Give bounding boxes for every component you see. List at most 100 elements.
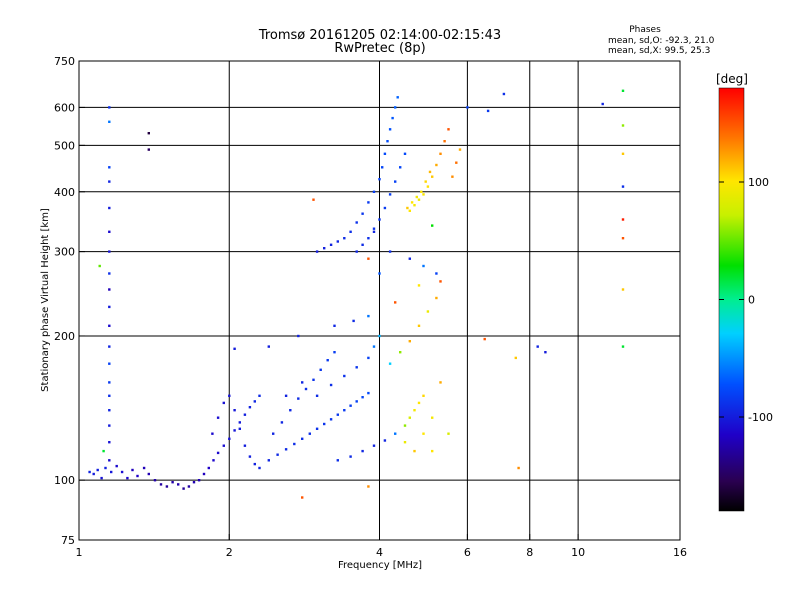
data-point xyxy=(410,201,414,204)
data-point xyxy=(399,351,402,354)
data-point xyxy=(372,444,376,447)
data-point xyxy=(439,152,442,155)
data-point xyxy=(238,421,241,424)
data-point xyxy=(297,334,300,338)
data-point xyxy=(253,462,256,466)
data-point xyxy=(326,359,329,362)
data-point xyxy=(233,409,236,412)
data-point xyxy=(301,381,304,384)
data-point xyxy=(284,394,288,397)
data-point xyxy=(388,128,392,131)
data-point xyxy=(424,180,427,183)
data-point xyxy=(352,319,355,323)
data-point xyxy=(108,305,111,309)
data-point xyxy=(367,485,370,488)
data-point xyxy=(171,481,174,484)
data-point xyxy=(102,449,105,453)
data-point xyxy=(431,224,434,227)
data-point xyxy=(394,180,397,183)
data-point xyxy=(108,206,111,210)
data-point xyxy=(92,472,95,476)
data-point xyxy=(336,459,339,462)
x-axis-label: Frequency [MHz] xyxy=(338,560,422,571)
y-tick-label: 600 xyxy=(54,101,75,114)
data-point xyxy=(108,381,111,384)
data-point xyxy=(258,466,261,470)
data-point xyxy=(428,170,432,174)
data-point xyxy=(315,250,319,253)
data-point xyxy=(439,381,442,384)
data-point xyxy=(383,206,387,210)
data-point xyxy=(336,240,339,243)
data-point xyxy=(349,230,352,233)
data-point xyxy=(136,474,139,478)
data-point xyxy=(408,340,411,343)
data-point xyxy=(458,148,462,151)
data-point xyxy=(276,453,279,456)
data-point xyxy=(408,416,411,419)
data-point xyxy=(431,449,434,453)
y-tick-label: 100 xyxy=(54,474,75,487)
data-point xyxy=(621,237,625,240)
stats-x-mode: mean, sd,X: 99.5, 25.3 xyxy=(608,46,710,56)
data-point xyxy=(413,204,416,207)
data-point xyxy=(367,356,370,360)
data-point xyxy=(413,449,416,453)
stats-o-mode: mean, sd,O: -92.3, 21.0 xyxy=(608,36,715,46)
data-point xyxy=(108,394,111,397)
data-point xyxy=(267,459,270,462)
data-point xyxy=(422,193,425,196)
data-point xyxy=(403,441,407,444)
x-tick-label: 10 xyxy=(571,546,585,559)
data-point xyxy=(406,206,409,210)
data-point xyxy=(312,198,315,201)
data-point xyxy=(108,345,111,348)
data-point xyxy=(243,413,247,416)
data-point xyxy=(108,106,111,109)
data-point xyxy=(422,432,425,435)
y-tick-label: 200 xyxy=(54,330,75,343)
data-point xyxy=(216,416,220,419)
data-point xyxy=(108,424,111,427)
data-point xyxy=(142,466,146,470)
data-point xyxy=(381,166,384,169)
data-point xyxy=(280,421,284,424)
data-point xyxy=(367,314,370,318)
data-point xyxy=(329,418,333,421)
data-point xyxy=(378,218,381,221)
data-point xyxy=(355,221,358,224)
data-point xyxy=(396,96,399,99)
data-point xyxy=(367,237,370,240)
y-tick-label: 400 xyxy=(54,186,75,199)
y-tick-label: 75 xyxy=(61,534,75,547)
data-point xyxy=(422,394,425,397)
data-point xyxy=(301,496,304,499)
data-point xyxy=(197,479,201,482)
data-point xyxy=(422,264,425,268)
data-point xyxy=(228,437,231,440)
data-point xyxy=(248,406,252,409)
data-point xyxy=(439,280,442,283)
data-point xyxy=(417,284,421,287)
x-tick-label: 2 xyxy=(226,546,233,559)
chart-title: Tromsø 20161205 02:14:00-02:15:43 xyxy=(258,28,501,43)
data-point xyxy=(349,404,352,407)
data-point xyxy=(120,470,124,474)
data-point xyxy=(248,455,252,458)
data-point xyxy=(621,124,625,127)
data-point xyxy=(88,470,91,474)
data-point xyxy=(315,394,319,397)
chart-subtitle: RwPretec (8p) xyxy=(334,41,425,56)
data-point xyxy=(621,185,625,188)
data-point xyxy=(319,368,322,371)
data-point xyxy=(108,362,111,365)
data-point xyxy=(388,250,392,253)
data-point xyxy=(238,427,241,430)
data-point xyxy=(108,324,111,327)
data-point xyxy=(383,152,387,155)
data-point xyxy=(312,378,315,381)
data-point xyxy=(361,212,364,215)
data-point xyxy=(108,166,111,169)
data-point xyxy=(536,345,539,348)
